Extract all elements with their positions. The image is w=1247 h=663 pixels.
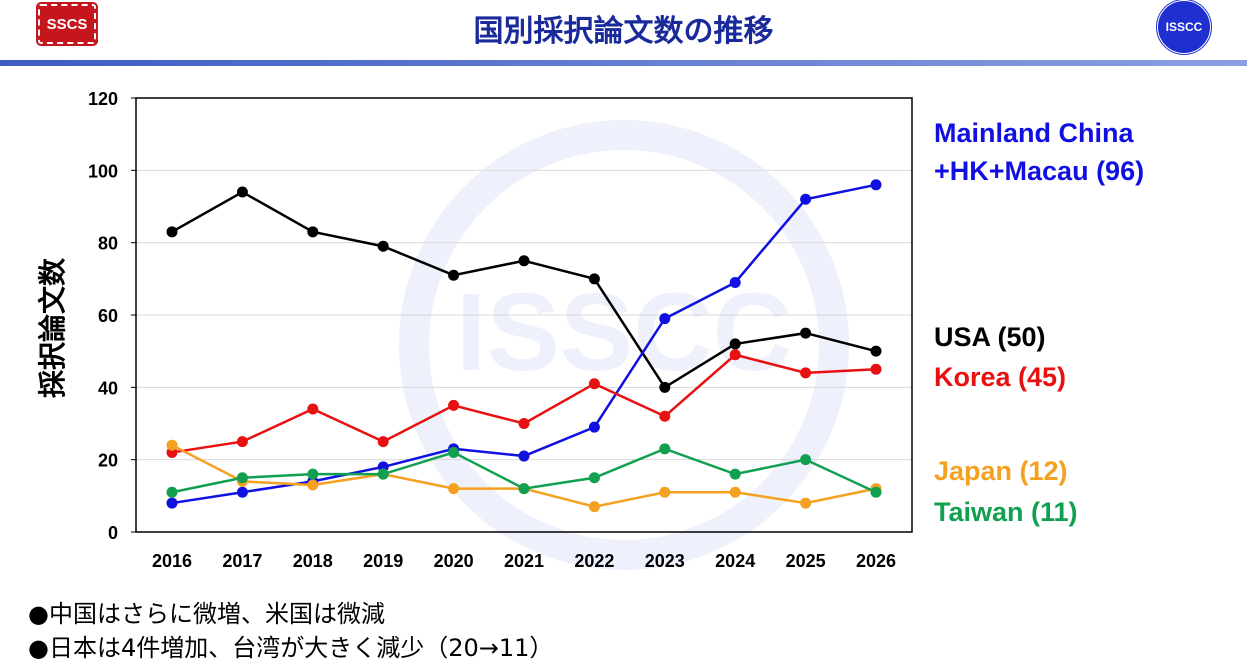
y-tick-label: 20 xyxy=(98,451,118,471)
data-point xyxy=(870,179,882,191)
data-point xyxy=(518,255,530,267)
data-point xyxy=(307,403,319,415)
data-point xyxy=(729,338,741,350)
data-point xyxy=(448,483,460,495)
data-point xyxy=(588,501,600,513)
slide-title: 国別採択論文数の推移 xyxy=(473,14,774,49)
data-point xyxy=(518,418,530,429)
data-point xyxy=(236,436,248,448)
bullet-1: ●中国はさらに微増、米国は微減 xyxy=(28,600,385,628)
data-point xyxy=(729,486,741,498)
data-point xyxy=(800,193,812,205)
watermark-seal xyxy=(399,120,849,570)
legend-usa: USA (50) xyxy=(934,322,1046,352)
data-point xyxy=(659,313,671,325)
data-point xyxy=(588,273,600,285)
legend-korea: Korea (45) xyxy=(934,362,1067,392)
data-point xyxy=(236,472,248,484)
data-point xyxy=(166,497,178,509)
data-point xyxy=(800,327,812,339)
data-point xyxy=(729,276,741,288)
data-point xyxy=(870,363,882,375)
header-divider xyxy=(0,60,1247,66)
data-point xyxy=(729,468,741,480)
data-point xyxy=(659,443,671,455)
legend-china-1: Mainland China xyxy=(934,118,1134,148)
data-point xyxy=(518,450,530,462)
x-tick-label: 2024 xyxy=(715,551,755,571)
legend-japan: Japan (12) xyxy=(934,456,1068,486)
data-point xyxy=(377,240,389,252)
data-point xyxy=(307,226,319,238)
x-tick-label: 2025 xyxy=(786,551,826,571)
data-point xyxy=(448,269,460,281)
y-tick-label: 60 xyxy=(98,306,118,326)
data-point xyxy=(800,497,812,509)
data-point xyxy=(236,186,248,198)
sscs-logo: SSCS xyxy=(36,2,98,46)
data-point xyxy=(659,410,671,422)
data-point xyxy=(588,472,600,484)
data-point xyxy=(518,483,530,495)
data-point xyxy=(588,421,600,433)
plot-frame xyxy=(135,97,913,533)
data-point xyxy=(870,345,882,357)
data-point xyxy=(659,381,671,393)
data-point xyxy=(236,486,248,498)
watermark-text: ISSCC xyxy=(456,271,792,394)
data-point xyxy=(377,436,389,448)
data-point xyxy=(800,367,812,379)
data-point xyxy=(377,468,389,480)
y-tick-label: 0 xyxy=(108,523,118,543)
data-point xyxy=(166,486,178,498)
data-point xyxy=(659,486,671,498)
x-tick-label: 2017 xyxy=(222,551,262,571)
series-usa xyxy=(166,186,882,393)
x-tick-label: 2020 xyxy=(434,551,474,571)
y-tick-label: 80 xyxy=(98,234,118,254)
data-point xyxy=(166,226,178,238)
data-point xyxy=(307,468,319,480)
x-tick-label: 2018 xyxy=(293,551,333,571)
legend-taiwan: Taiwan (11) xyxy=(934,497,1078,527)
data-point xyxy=(588,378,600,390)
x-tick-label: 2021 xyxy=(504,551,544,571)
series-taiwan xyxy=(166,443,882,498)
y-axis-label: 採択論文数 xyxy=(36,257,69,398)
isscc-logo: ISSCC xyxy=(1155,0,1213,56)
data-point xyxy=(307,479,319,491)
y-tick-label: 100 xyxy=(88,161,118,181)
x-tick-label: 2022 xyxy=(574,551,614,571)
data-point xyxy=(166,439,178,451)
data-point xyxy=(800,454,812,466)
bullet-2: ●日本は4件増加、台湾が大きく減少（20→11） xyxy=(28,634,554,662)
data-point xyxy=(448,399,460,411)
legend-china-2: +HK+Macau (96) xyxy=(934,156,1145,186)
data-point xyxy=(729,349,741,361)
x-tick-label: 2019 xyxy=(363,551,403,571)
x-tick-label: 2016 xyxy=(152,551,192,571)
data-point xyxy=(448,446,460,458)
x-tick-label: 2026 xyxy=(856,551,896,571)
y-tick-label: 40 xyxy=(98,378,118,398)
data-point xyxy=(870,486,882,498)
x-tick-label: 2023 xyxy=(645,551,685,571)
y-tick-label: 120 xyxy=(88,89,118,109)
